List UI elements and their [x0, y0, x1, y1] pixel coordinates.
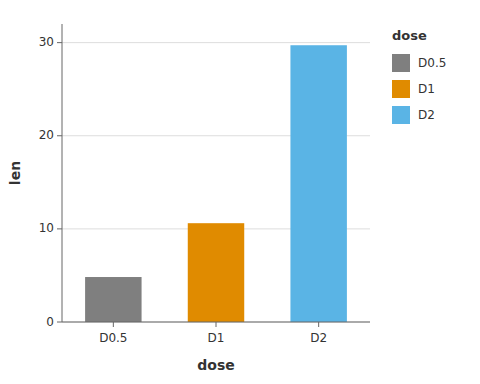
legend-swatch [392, 106, 410, 124]
y-axis-line [62, 24, 63, 322]
bar [188, 223, 244, 322]
x-tick-label: D0.5 [99, 331, 127, 345]
legend-swatch [392, 54, 410, 72]
y-tick [57, 42, 62, 43]
legend-label: D0.5 [418, 56, 446, 70]
chart-container: 0 10 20 30 D0.5 D1 D2 dose len dose D0.5 D1 D2 [0, 0, 480, 384]
legend: dose D0.5 D1 D2 [392, 28, 446, 124]
x-tick-label: D2 [310, 331, 327, 345]
bars [85, 45, 347, 322]
y-tick-label: 30 [39, 35, 54, 49]
bar [85, 277, 141, 322]
chart-svg: 0 10 20 30 D0.5 D1 D2 dose len dose D0.5 D1 D2 [0, 0, 480, 384]
y-tick-label: 20 [39, 128, 54, 142]
legend-title: dose [392, 28, 427, 43]
x-tick [216, 322, 217, 327]
legend-label: D2 [418, 108, 435, 122]
y-tick-label: 0 [46, 315, 54, 329]
y-axis-label: len [7, 161, 23, 185]
plot-area [62, 24, 370, 322]
x-tick [113, 322, 114, 327]
x-axis-label: dose [197, 357, 234, 373]
y-tick [57, 322, 62, 323]
bar [290, 45, 346, 322]
x-tick-label: D1 [208, 331, 225, 345]
y-tick-label: 10 [39, 221, 54, 235]
x-tick [318, 322, 319, 327]
legend-label: D1 [418, 82, 435, 96]
legend-swatch [392, 80, 410, 98]
grid-line [62, 42, 370, 43]
y-tick [57, 228, 62, 229]
y-tick [57, 135, 62, 136]
